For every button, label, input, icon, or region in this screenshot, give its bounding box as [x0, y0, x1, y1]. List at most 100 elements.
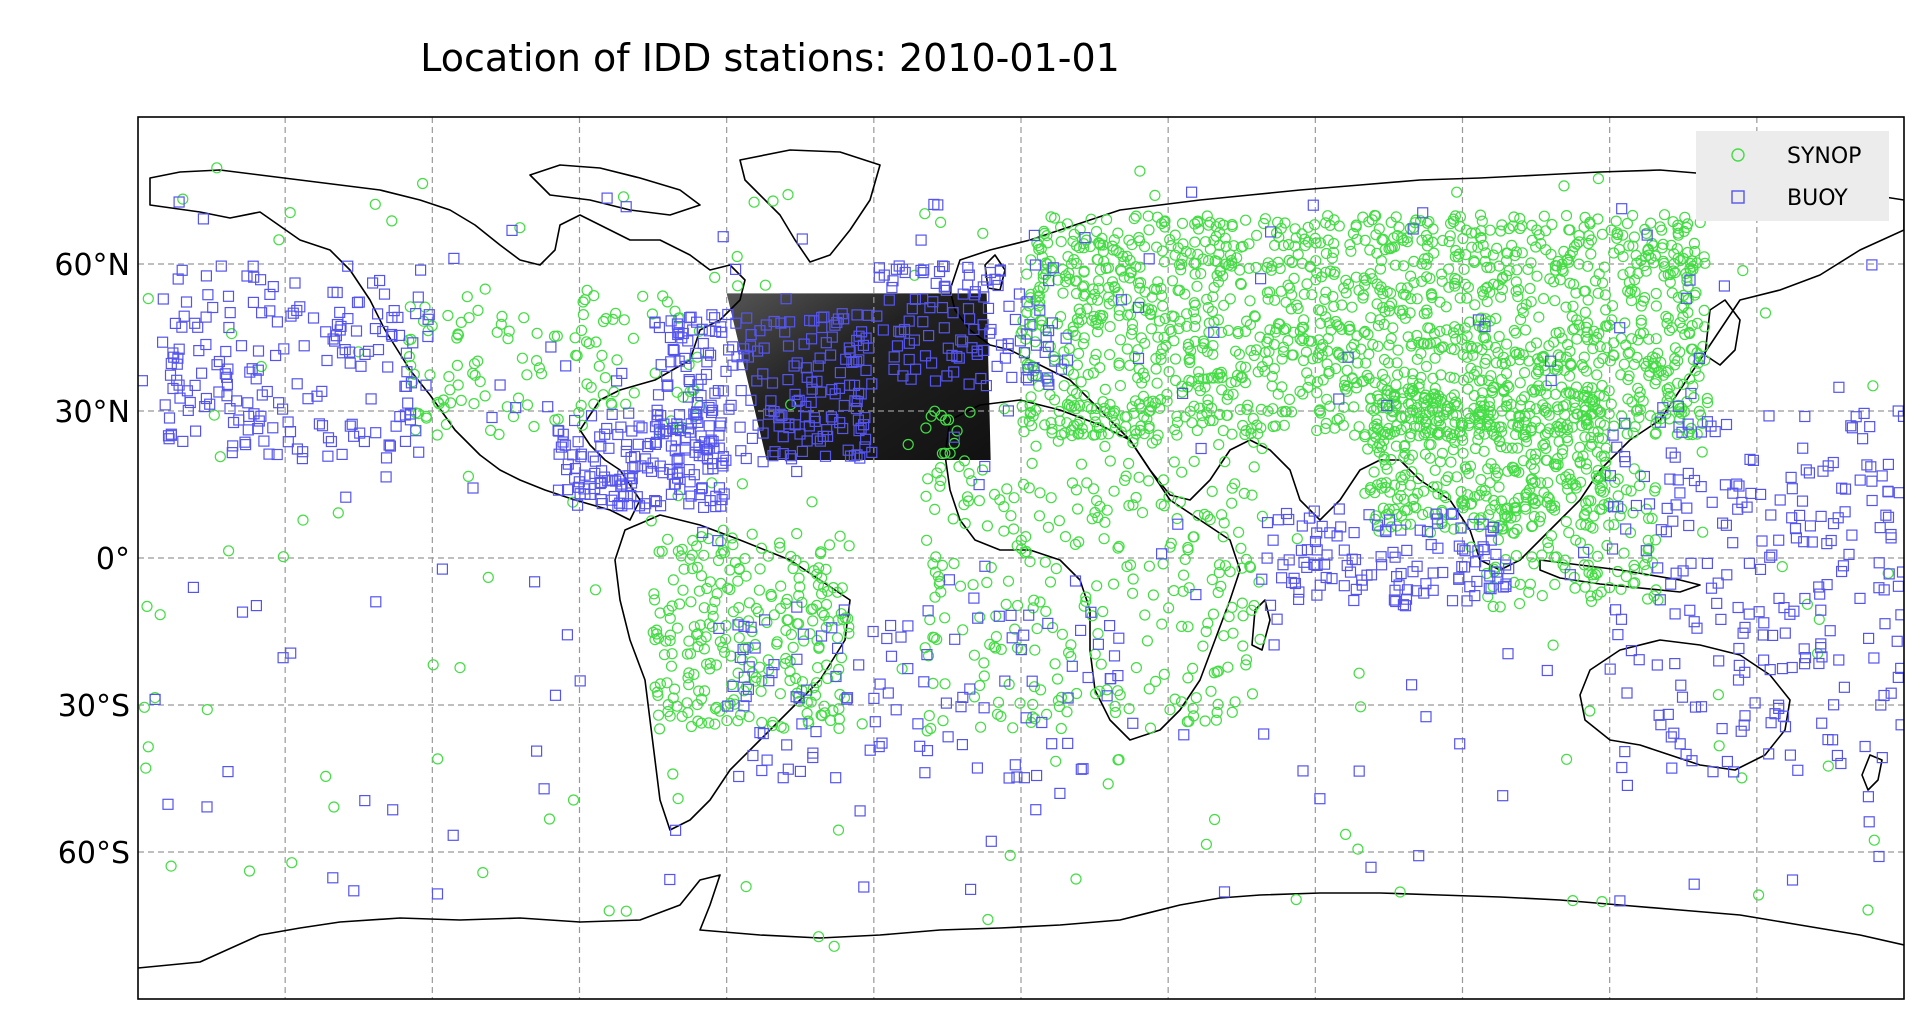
buoy-point — [850, 402, 863, 415]
synop-point — [1460, 249, 1472, 261]
synop-point — [1496, 219, 1508, 231]
synop-point — [1166, 310, 1178, 322]
synop-point — [1033, 510, 1046, 522]
synop-point — [927, 558, 939, 570]
buoy-point — [1446, 595, 1459, 607]
synop-point — [1448, 429, 1460, 441]
buoy-point — [1604, 470, 1617, 482]
buoy-point — [1835, 757, 1847, 770]
synop-point — [1363, 216, 1375, 228]
synop-point — [1147, 589, 1160, 601]
buoy-point — [1208, 326, 1220, 338]
synop-point — [1283, 254, 1295, 266]
buoy-point — [703, 325, 715, 337]
buoy-point — [790, 691, 802, 703]
buoy-point — [1765, 509, 1777, 521]
buoy-point — [738, 700, 750, 712]
synop-point — [1759, 307, 1772, 319]
synop-point — [1215, 366, 1228, 378]
synop-point — [432, 396, 444, 408]
synop-point — [1030, 440, 1042, 452]
synop-point — [1336, 299, 1348, 311]
synop-point — [919, 208, 931, 220]
synop-point — [1207, 414, 1219, 427]
buoy-point — [1816, 717, 1828, 729]
buoy-point — [1773, 534, 1785, 546]
synop-point — [570, 349, 582, 361]
synop-point — [1182, 672, 1194, 684]
buoy-point — [1895, 719, 1904, 731]
buoy-point — [370, 427, 382, 439]
buoy-point — [851, 395, 863, 408]
synop-point — [1359, 429, 1371, 441]
buoy-point — [725, 399, 737, 411]
buoy-point — [1785, 471, 1797, 483]
synop-point — [1469, 299, 1481, 311]
synop-point — [1536, 351, 1548, 363]
synop-point — [1216, 384, 1228, 396]
synop-point — [661, 533, 674, 545]
synop-point — [1310, 237, 1322, 249]
synop-point — [1529, 453, 1541, 466]
buoy-point — [1683, 519, 1695, 532]
synop-point — [1647, 240, 1659, 252]
synop-point — [1580, 504, 1593, 516]
synop-point — [1596, 895, 1608, 908]
synop-point — [666, 648, 678, 660]
buoy-point — [854, 805, 866, 817]
buoy-point — [1707, 766, 1719, 778]
synop-point — [649, 633, 661, 646]
synop-point — [832, 614, 844, 626]
buoy-point — [231, 395, 243, 407]
synop-point — [1086, 513, 1098, 525]
buoy-point — [733, 770, 745, 783]
synop-point — [694, 619, 707, 631]
buoy-point — [1381, 399, 1393, 411]
buoy-point — [709, 325, 722, 337]
synop-point — [1511, 264, 1523, 276]
buoy-point — [1485, 583, 1497, 595]
buoy-point — [717, 385, 729, 397]
synop-point — [774, 688, 787, 700]
synop-point — [1176, 380, 1188, 392]
buoy-point — [1335, 521, 1347, 533]
buoy-point — [1895, 609, 1904, 621]
synop-point — [1186, 662, 1199, 675]
synop-point — [717, 641, 729, 653]
buoy-point — [320, 326, 332, 338]
buoy-point — [1896, 566, 1904, 578]
synop-point — [1696, 446, 1708, 458]
synop-point — [1248, 599, 1260, 612]
synop-point — [1269, 294, 1281, 306]
synop-point — [781, 593, 793, 606]
synop-point — [1408, 222, 1420, 234]
buoy-point — [392, 311, 404, 323]
buoy-point — [650, 436, 663, 448]
buoy-point — [1143, 253, 1155, 265]
synop-point — [1689, 245, 1701, 258]
synop-point — [1373, 525, 1385, 537]
synop-point — [507, 411, 520, 423]
synop-point — [472, 355, 484, 367]
synop-point — [1390, 440, 1403, 452]
synop-point — [1109, 422, 1122, 435]
synop-point — [1382, 357, 1395, 369]
synop-point — [1283, 393, 1296, 405]
buoy-point — [1061, 354, 1074, 366]
buoy-point — [768, 315, 780, 328]
buoy-point — [641, 462, 654, 474]
buoy-point — [1616, 761, 1628, 774]
buoy-point — [1684, 604, 1696, 616]
synop-point — [1130, 210, 1142, 222]
buoy-point — [849, 395, 861, 407]
buoy-point — [717, 451, 729, 463]
synop-point — [1465, 340, 1477, 352]
buoy-point — [1833, 654, 1845, 666]
buoy-point — [777, 431, 789, 443]
synop-point — [647, 626, 659, 639]
synop-point — [1237, 640, 1249, 652]
synop-point — [608, 386, 620, 398]
synop-point — [1510, 285, 1522, 297]
synop-point — [1540, 454, 1552, 466]
synop-point — [243, 865, 256, 877]
